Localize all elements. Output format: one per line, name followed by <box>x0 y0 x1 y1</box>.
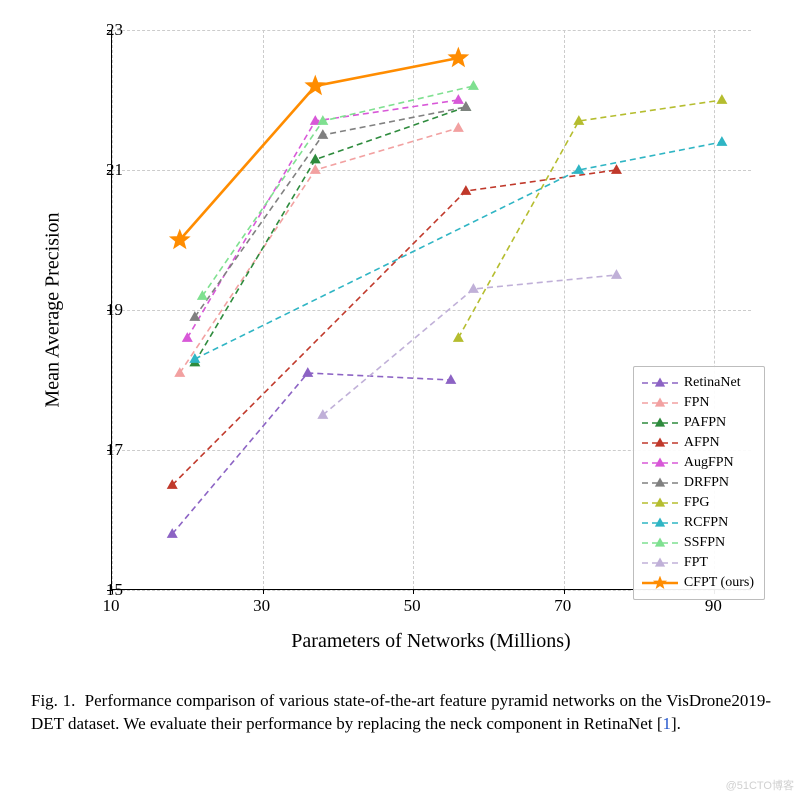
gridline-h <box>112 30 751 31</box>
gridline-v <box>564 30 565 589</box>
x-axis-label: Parameters of Networks (Millions) <box>291 630 570 653</box>
legend-label: FPN <box>684 395 710 411</box>
legend-item-RCFPN: RCFPN <box>642 513 754 533</box>
legend: RetinaNet FPN PAFPN AFPN AugFPN DRFPN FPG RCFPN… <box>633 366 765 600</box>
legend-item-PAFPN: PAFPN <box>642 413 754 433</box>
legend-label: SSFPN <box>684 535 725 551</box>
x-tick-label: 10 <box>91 596 131 616</box>
caption-text-after: ]. <box>671 714 681 733</box>
gridline-v <box>413 30 414 589</box>
legend-item-CFPT: CFPT (ours) <box>642 573 754 593</box>
legend-item-DRFPN: DRFPN <box>642 473 754 493</box>
legend-label: RCFPN <box>684 515 728 531</box>
gridline-h <box>112 310 751 311</box>
y-tick-label: 21 <box>83 160 123 180</box>
y-tick-label: 23 <box>83 20 123 40</box>
caption-prefix: Fig. 1. <box>31 691 75 710</box>
legend-label: RetinaNet <box>684 375 741 391</box>
legend-item-FPN: FPN <box>642 393 754 413</box>
x-tick-label: 30 <box>242 596 282 616</box>
legend-label: DRFPN <box>684 475 729 491</box>
legend-item-FPG: FPG <box>642 493 754 513</box>
chart: Mean Average Precision Parameters of Net… <box>31 20 771 660</box>
legend-item-RetinaNet: RetinaNet <box>642 373 754 393</box>
legend-label: CFPT (ours) <box>684 575 754 591</box>
legend-item-FPT: FPT <box>642 553 754 573</box>
x-tick-label: 50 <box>392 596 432 616</box>
figure-caption: Fig. 1. Performance comparison of variou… <box>31 690 771 736</box>
y-tick-label: 19 <box>83 300 123 320</box>
x-tick-label: 70 <box>543 596 583 616</box>
watermark: @51CTO博客 <box>726 777 794 793</box>
gridline-h <box>112 170 751 171</box>
y-tick-label: 17 <box>83 440 123 460</box>
legend-label: FPT <box>684 555 708 571</box>
legend-label: PAFPN <box>684 415 726 431</box>
legend-item-SSFPN: SSFPN <box>642 533 754 553</box>
legend-label: AugFPN <box>684 455 734 471</box>
caption-text: Performance comparison of various state-… <box>31 691 771 733</box>
legend-item-AugFPN: AugFPN <box>642 453 754 473</box>
legend-item-AFPN: AFPN <box>642 433 754 453</box>
gridline-v <box>263 30 264 589</box>
legend-label: FPG <box>684 495 710 511</box>
y-axis-label: Mean Average Precision <box>42 212 65 407</box>
caption-ref: 1 <box>662 714 671 733</box>
legend-label: AFPN <box>684 435 720 451</box>
